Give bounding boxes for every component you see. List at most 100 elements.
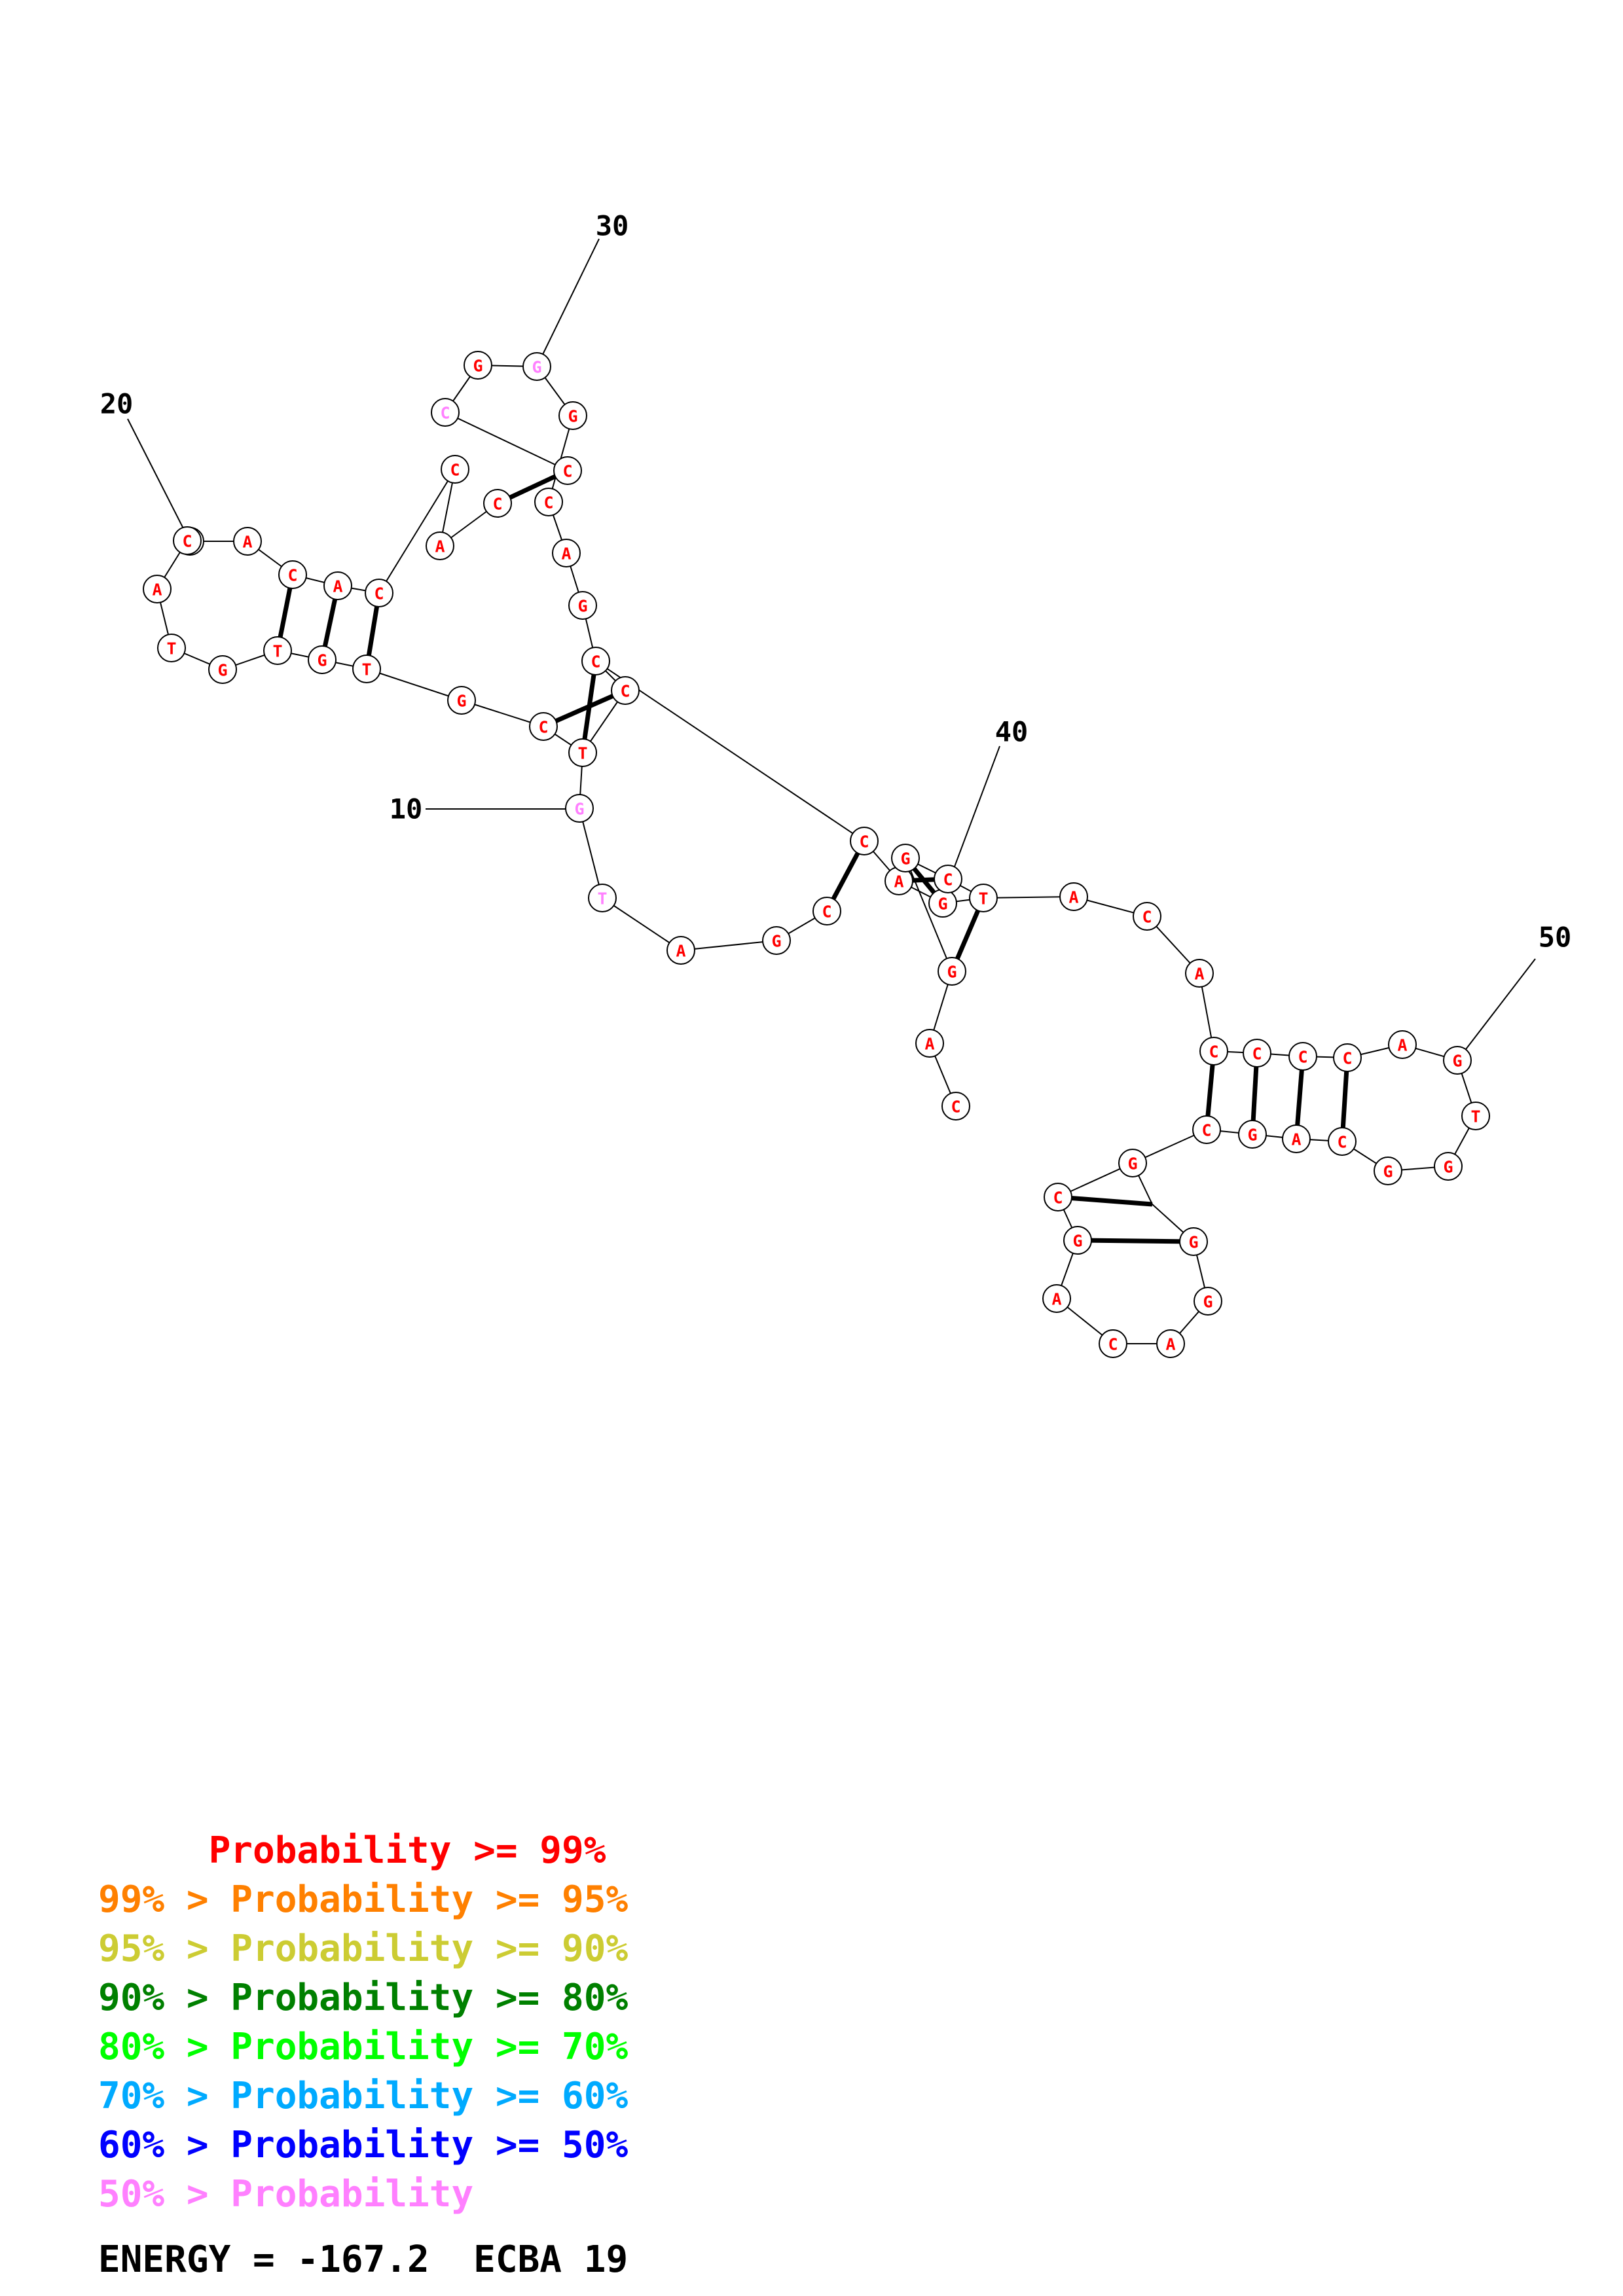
base-pair-bond: [1077, 1238, 1194, 1244]
nucleotide-circle: [891, 844, 920, 872]
nucleotide-letter: T: [597, 889, 607, 908]
nucleotide-node: C: [1333, 1043, 1362, 1072]
nucleotide-letter: C: [182, 532, 192, 551]
position-tick: [1457, 958, 1536, 1061]
nucleotide-letter: C: [943, 870, 953, 889]
nucleotide-node: G: [208, 655, 237, 684]
nucleotide-letter: G: [900, 850, 910, 869]
nucleotide-circle: [938, 957, 966, 986]
nucleotide-letter: C: [374, 584, 384, 603]
nucleotide-circle: [941, 1092, 970, 1121]
nucleotide-node: G: [1238, 1120, 1267, 1149]
nucleotide-letter: G: [532, 358, 541, 377]
nucleotide-letter: A: [1397, 1036, 1407, 1055]
nucleotide-circle: [1192, 1115, 1221, 1144]
nucleotide-letter: T: [978, 889, 988, 908]
nucleotide-circle: [352, 655, 381, 683]
nucleotide-circle: [850, 827, 879, 855]
nucleotide-node: G: [568, 591, 597, 620]
nucleotide-node: A: [915, 1029, 944, 1058]
nucleotide-letter: C: [1342, 1049, 1352, 1068]
nucleotide-node: C: [581, 647, 610, 675]
nucleotide-letter: G: [456, 692, 466, 711]
nucleotide-circle: [1333, 1043, 1362, 1072]
nucleotide-letter: A: [561, 545, 571, 564]
nucleotide-node: A: [1282, 1124, 1311, 1153]
nucleotide-node: G: [447, 686, 476, 715]
nucleotide-letter: G: [473, 357, 483, 376]
nucleotide-node: G: [1434, 1152, 1463, 1181]
nucleotide-node: C: [941, 1092, 970, 1121]
nucleotide-letter: G: [1247, 1126, 1257, 1145]
nucleotide-letter: G: [947, 963, 957, 982]
nucleotide-letter: C: [562, 462, 572, 481]
position-tick: [536, 238, 600, 367]
nucleotide-node: C: [1099, 1329, 1127, 1358]
nucleotide-node: G: [762, 926, 791, 955]
nucleotide-circle: [1179, 1227, 1208, 1256]
nucleotide-letter: A: [152, 581, 162, 600]
backbone-segment: [366, 668, 462, 701]
nucleotide-node: G: [891, 844, 920, 872]
backbone-segment: [445, 412, 568, 471]
nucleotide-node: C: [431, 398, 460, 427]
nucleotide-letter: A: [1068, 888, 1078, 907]
nucleotide-circle: [1288, 1042, 1317, 1071]
nucleotide-letter: C: [1142, 908, 1152, 927]
nucleotide-nodes: CACACCATGTGTGCTCCGACCCACCGGGGTAGCCAGTCGG…: [143, 351, 1490, 1358]
nucleotide-node: G: [308, 645, 337, 674]
base-pair-bonds: [275, 468, 1350, 1244]
nucleotide-circle: [534, 488, 563, 516]
nucleotide-circle: [1042, 1284, 1071, 1313]
nucleotide-node: C: [1192, 1115, 1221, 1144]
nucleotide-node: G: [1179, 1227, 1208, 1256]
nucleotide-letter: C: [1053, 1189, 1063, 1208]
nucleotide-letter: C: [492, 495, 502, 514]
nucleotide-node: A: [552, 539, 581, 567]
nucleotide-node: C: [1243, 1039, 1271, 1067]
position-number: 40: [995, 716, 1029, 748]
nucleotide-circle: [173, 526, 202, 555]
nucleotide-letter: C: [822, 903, 831, 922]
nucleotide-node: C: [534, 488, 563, 516]
nucleotide-letter: A: [1165, 1335, 1175, 1354]
nucleotide-letter: T: [1470, 1107, 1480, 1126]
nucleotide-node: C: [553, 456, 582, 485]
nucleotide-node: G: [1443, 1046, 1472, 1075]
nucleotide-circle: [529, 712, 558, 741]
nucleotide-node: C: [812, 897, 841, 925]
nucleotide-letter: T: [272, 642, 282, 661]
nucleotide-letter: G: [1383, 1162, 1393, 1181]
nucleotide-node: A: [1042, 1284, 1071, 1313]
nucleotide-node: C: [1133, 902, 1161, 931]
nucleotide-node: T: [157, 634, 186, 662]
nucleotide-letter: C: [859, 833, 869, 852]
nucleotide-node: C: [1328, 1127, 1357, 1156]
nucleotide-circle: [1374, 1157, 1402, 1185]
nucleotide-circle: [812, 897, 841, 925]
nucleotide-circle: [263, 636, 292, 665]
position-number: 20: [100, 388, 134, 420]
nucleotide-node: G: [1063, 1226, 1092, 1255]
nucleotide-circle: [969, 884, 998, 912]
nucleotide-circle: [278, 560, 307, 589]
nucleotide-circle: [1063, 1226, 1092, 1255]
nucleotide-circle: [143, 575, 172, 603]
nucleotide-node: C: [441, 455, 469, 484]
nucleotide-node: A: [143, 575, 172, 603]
nucleotide-letter: G: [577, 597, 587, 616]
legend-entry: 99% > Probability >= 95%: [98, 1878, 629, 1921]
nucleotide-node: A: [1156, 1329, 1185, 1358]
nucleotide-letter: G: [1188, 1233, 1198, 1252]
nucleotide-letter: A: [1194, 965, 1204, 984]
nucleotide-circle: [1044, 1183, 1072, 1211]
nucleotide-node: A: [233, 527, 262, 556]
nucleotide-letter: G: [568, 407, 577, 426]
nucleotide-node: C: [365, 579, 393, 607]
nucleotide-node: G: [928, 889, 957, 918]
backbone-segment: [595, 660, 865, 842]
probability-legend: Probability >= 99% 99% > Probability >= 9…: [98, 1826, 786, 2219]
nucleotide-node: C: [278, 560, 307, 589]
nucleotide-letter: C: [951, 1098, 960, 1117]
